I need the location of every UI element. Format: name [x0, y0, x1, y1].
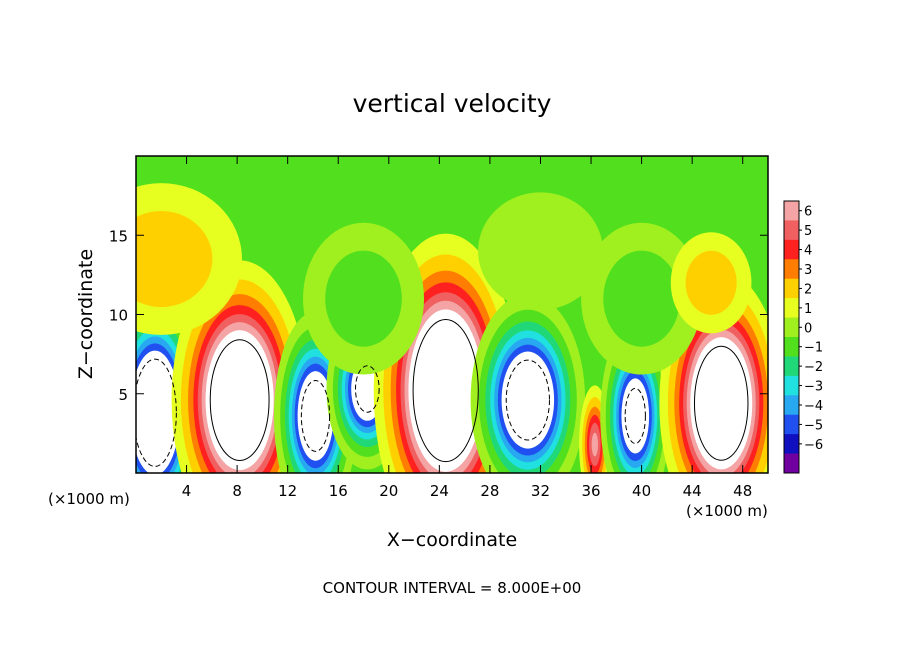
velocity-band: [603, 250, 680, 347]
x-units-label-right: (×1000 m): [686, 502, 768, 520]
colorbar-label: −4: [804, 399, 823, 414]
velocity-cell: [659, 271, 768, 473]
x-tick-label: 40: [632, 482, 651, 500]
x-tick-label: 48: [733, 482, 752, 500]
colorbar-label: −6: [804, 438, 823, 453]
velocity-cell: [136, 183, 242, 335]
y-axis-label: Z−coordinate: [75, 249, 97, 379]
colorbar-label: 6: [804, 205, 812, 220]
velocity-cell: [303, 222, 425, 375]
velocity-band: [297, 371, 334, 461]
velocity-band: [685, 250, 737, 315]
velocity-band: [136, 210, 213, 308]
plot-area: [136, 156, 768, 473]
y-tick-label: 5: [118, 386, 128, 404]
colorbar-swatch: [784, 278, 799, 299]
colorbar-label: −5: [804, 418, 823, 433]
velocity-band: [408, 309, 483, 472]
colorbar-swatch: [784, 356, 799, 377]
colorbar-swatch: [784, 434, 799, 455]
colorbar-swatch: [784, 220, 799, 241]
chart-title: vertical velocity: [353, 89, 552, 118]
contour-interval-text: CONTOUR INTERVAL = 8.000E+00: [323, 579, 582, 597]
x-tick-label: 36: [581, 482, 600, 500]
velocity-band: [325, 250, 402, 347]
colorbar-swatch: [784, 337, 799, 357]
colorbar-swatch: [784, 453, 799, 474]
contour-line: [300, 380, 331, 452]
colorbar: 6 5 4 3 2 1 0 −1 −2 −3 −4 −5 −6: [783, 200, 823, 474]
velocity-band: [690, 337, 753, 470]
colorbar-swatch: [784, 239, 799, 260]
x-tick-label: 24: [430, 482, 449, 500]
y-tick-label: 10: [109, 307, 128, 325]
colorbar-label: 0: [804, 321, 812, 336]
x-tick-label: 8: [232, 482, 242, 500]
colorbar-label: 2: [804, 282, 812, 297]
x-tick-label: 32: [531, 482, 550, 500]
colorbar-swatch: [784, 317, 799, 338]
velocity-cell: [478, 192, 603, 310]
velocity-band: [205, 330, 274, 471]
x-axis-ticks: 4 8 12 16 20 24 28 32 36 40 44 48: [182, 156, 752, 500]
x-units-label-left: (×1000 m): [48, 490, 130, 508]
x-tick-label: 4: [182, 482, 192, 500]
contour-line: [624, 387, 646, 444]
colorbar-label: −1: [804, 341, 823, 356]
colorbar-swatch: [784, 298, 799, 319]
x-tick-label: 12: [278, 482, 297, 500]
colorbar-label: −3: [804, 380, 823, 395]
contour-line: [209, 339, 270, 461]
x-axis-label: X−coordinate: [387, 529, 517, 551]
colorbar-swatch: [784, 414, 799, 435]
velocity-band: [136, 350, 180, 473]
contour-line: [136, 358, 177, 467]
y-tick-label: 15: [109, 227, 128, 245]
colorbar-label: 3: [804, 263, 812, 278]
velocity-cell: [581, 222, 703, 375]
x-tick-label: 28: [480, 482, 499, 500]
y-axis-ticks: 5 10 15: [109, 227, 768, 404]
velocity-cell: [171, 260, 308, 473]
velocity-cell: [670, 232, 752, 334]
contour-line: [693, 345, 749, 461]
colorbar-label: 5: [804, 224, 812, 239]
velocity-band: [501, 351, 555, 449]
velocity-cell: [470, 294, 586, 473]
x-tick-label: 16: [329, 482, 348, 500]
contour-line: [505, 359, 550, 441]
colorbar-swatch: [784, 259, 799, 280]
x-tick-label: 20: [379, 482, 398, 500]
velocity-band: [478, 192, 603, 310]
x-tick-label: 44: [683, 482, 702, 500]
colorbar-swatch: [784, 395, 799, 416]
contour-line: [354, 365, 380, 413]
colorbar-label: −2: [804, 360, 823, 375]
colorbar-swatch: [784, 201, 799, 221]
velocity-band: [591, 432, 598, 457]
colorbar-label: 1: [804, 302, 812, 317]
colorbar-label: 4: [804, 244, 812, 259]
colorbar-swatch: [784, 375, 799, 396]
contour-line: [412, 318, 479, 463]
